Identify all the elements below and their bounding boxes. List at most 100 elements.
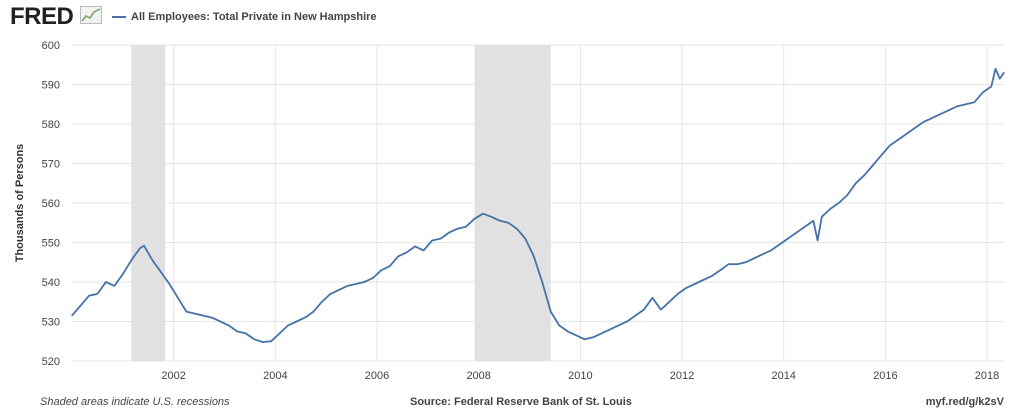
data-point (338, 289, 340, 291)
x-tick-label: 2012 (670, 370, 694, 382)
data-point (329, 293, 332, 295)
data-point (465, 226, 467, 228)
data-point (643, 309, 645, 311)
data-point (761, 253, 764, 255)
data-point (838, 202, 840, 204)
y-tick-label: 590 (42, 80, 60, 92)
recession-band (131, 45, 166, 361)
data-point (880, 155, 882, 157)
data-point (499, 220, 501, 222)
data-point (889, 145, 891, 147)
data-point (575, 334, 577, 336)
x-axis-ticks: 2002 2004 2006 2008 2010 2012 2014 2016 2018 (161, 370, 999, 382)
y-tick-label: 550 (42, 238, 60, 250)
data-point (79, 305, 82, 307)
data-point (194, 313, 196, 315)
data-point (905, 133, 908, 135)
data-point (262, 341, 264, 343)
x-tick-label: 2016 (873, 370, 897, 382)
data-point (719, 269, 721, 271)
recession-shading (131, 45, 551, 361)
fred-logo[interactable]: FRED (10, 3, 74, 30)
data-point (105, 281, 107, 283)
x-tick-label: 2002 (161, 370, 185, 382)
data-point (982, 91, 984, 93)
data-point (694, 283, 696, 285)
data-point (711, 275, 713, 277)
x-tick-label: 2014 (771, 370, 795, 382)
y-tick-label: 570 (42, 159, 60, 171)
line-chart: 520 530 540 550 560 570 580 590 600 2002 2004 2006… (14, 40, 1005, 382)
data-point (245, 332, 247, 334)
data-point (541, 281, 543, 283)
recession-band (474, 45, 551, 361)
data-point (994, 68, 997, 70)
data-point (130, 259, 132, 261)
data-point (550, 311, 552, 313)
data-point (634, 314, 637, 317)
data-point (423, 249, 425, 251)
data-point (355, 283, 357, 285)
data-point (456, 228, 459, 230)
series-title[interactable]: All Employees: Total Private in New Hamp… (112, 11, 377, 23)
data-point (168, 283, 171, 285)
data-point (567, 330, 569, 332)
data-point (600, 332, 603, 334)
data-point (914, 127, 916, 129)
data-point (584, 338, 586, 340)
data-point (490, 216, 492, 218)
data-point (609, 328, 611, 330)
data-point (863, 174, 865, 176)
data-point (253, 338, 255, 340)
data-point (626, 320, 628, 323)
data-point (71, 314, 73, 317)
data-point (482, 213, 484, 215)
data-point (406, 251, 408, 253)
data-point (270, 340, 272, 342)
fred-graph-icon (80, 6, 102, 24)
series-title-text: All Employees: Total Private in New Hamp… (131, 11, 377, 23)
data-point (651, 297, 653, 299)
y-tick-label: 600 (42, 40, 60, 52)
data-point (744, 261, 747, 263)
data-point (617, 324, 620, 327)
data-point (414, 245, 416, 248)
data-point (507, 222, 509, 224)
data-point (160, 271, 162, 273)
data-point (778, 243, 781, 246)
data-point (122, 273, 124, 275)
data-point (872, 164, 874, 167)
data-point (372, 277, 374, 279)
data-point (533, 255, 535, 257)
x-tick-label: 2004 (263, 370, 287, 382)
data-point (295, 320, 298, 323)
y-tick-label: 580 (42, 119, 60, 131)
series-points (71, 68, 1005, 343)
y-axis-ticks: 520 530 540 550 560 570 580 590 600 (42, 40, 60, 368)
data-point (151, 259, 154, 261)
data-point (139, 247, 141, 250)
y-tick-label: 540 (42, 277, 60, 289)
data-point (88, 295, 90, 297)
data-point (999, 77, 1001, 80)
data-point (702, 279, 704, 281)
data-point (524, 237, 526, 240)
data-point (956, 105, 959, 107)
data-point (389, 265, 391, 267)
data-point (312, 311, 315, 313)
x-tick-label: 2018 (975, 370, 999, 382)
data-point (795, 232, 798, 234)
data-point (113, 285, 115, 287)
data-point (516, 228, 518, 230)
data-point (990, 85, 992, 88)
data-point (143, 245, 145, 247)
y-axis-label: Thousands of Persons (14, 144, 26, 263)
short-url-link[interactable]: myf.red/g/k2sV (925, 396, 1004, 408)
data-point (829, 208, 831, 210)
y-tick-label: 520 (42, 356, 60, 368)
data-point (787, 237, 789, 240)
data-point (821, 216, 823, 218)
data-point (660, 309, 662, 311)
data-point (96, 293, 99, 295)
y-tick-label: 560 (42, 198, 60, 210)
